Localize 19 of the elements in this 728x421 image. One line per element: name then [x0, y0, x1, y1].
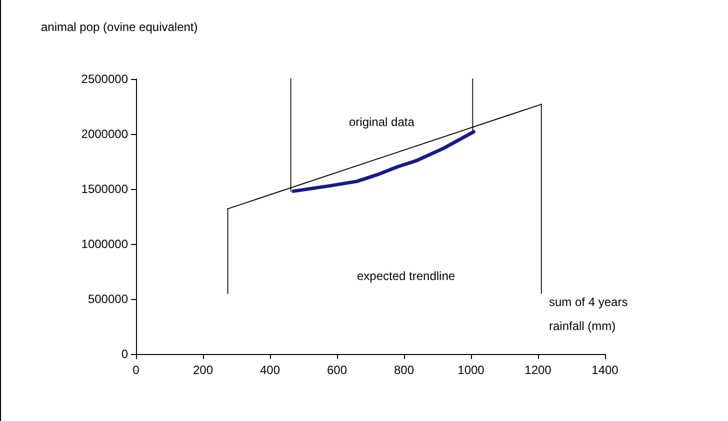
x-tick-label: 1000 [458, 363, 485, 377]
y-tick-label: 0 [121, 347, 128, 361]
y-tick-label: 1000000 [81, 237, 128, 251]
y-tick-label: 2000000 [81, 127, 128, 141]
x-tick-label: 200 [192, 363, 214, 377]
y-tick-label: 1500000 [81, 182, 128, 196]
x-tick-label: 800 [394, 363, 414, 377]
line-series [292, 130, 476, 193]
y-tick-label: 2500000 [81, 72, 128, 86]
x-tick-label: 600 [326, 363, 348, 377]
annotation: expected trendline [357, 269, 456, 283]
y-axis-title: animal pop (ovine equivalent) [41, 20, 198, 34]
annotation: original data [349, 115, 415, 129]
x-axis-title: sum of 4 years rainfall (mm) [549, 295, 632, 333]
x-tick-label: 1200 [524, 363, 552, 377]
y-tick-label: 500000 [88, 292, 128, 306]
x-tick-label: 1400 [592, 363, 619, 377]
x-tick-label: 400 [260, 363, 280, 377]
x-tick-label: 0 [132, 363, 140, 377]
